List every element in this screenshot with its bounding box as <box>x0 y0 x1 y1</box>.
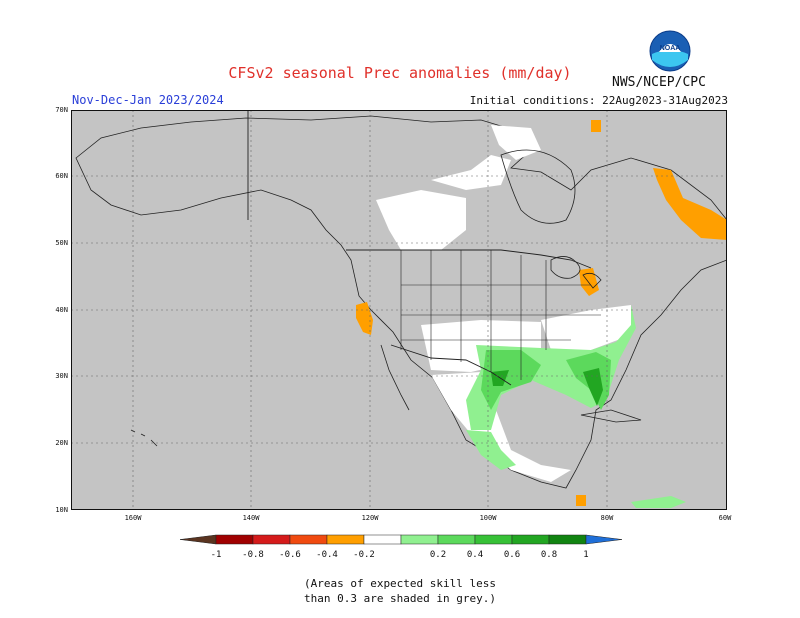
wet-region-mexico <box>466 430 516 470</box>
legend-swatch <box>400 534 439 545</box>
region-near-normal-mexico <box>431 372 571 482</box>
legend-tick-label: 0.6 <box>504 550 520 560</box>
lat-label-40n: 40N <box>55 306 68 314</box>
initial-conditions: Initial conditions: 22Aug2023-31Aug2023 <box>469 94 728 107</box>
legend-tick-label: -0.8 <box>242 550 264 560</box>
lon-label-160w: 160W <box>124 514 142 522</box>
legend-tick-label: 0.8 <box>541 550 557 560</box>
legend-tick-label: 0.2 <box>430 550 446 560</box>
lat-label-20n: 20N <box>55 439 68 447</box>
legend-arrow-low <box>179 534 217 545</box>
wet-region-florida-core <box>583 368 603 406</box>
dry-region-labrador <box>653 168 727 240</box>
great-lakes <box>550 256 602 289</box>
legend-arrow-high <box>585 534 623 545</box>
dry-region-panama <box>576 495 586 506</box>
lat-label-70n: 70N <box>55 106 68 114</box>
legend-swatch <box>363 534 402 545</box>
legend-tick-label: -1 <box>211 550 222 560</box>
legend-tick-label: 1 <box>583 550 588 560</box>
map-title: CFSv2 seasonal Prec anomalies (mm/day) <box>228 64 572 82</box>
legend-tick-label: 0.4 <box>467 550 483 560</box>
lat-label-50n: 50N <box>55 239 68 247</box>
lat-label-60n: 60N <box>55 172 68 180</box>
wet-region-texas-core <box>481 350 541 410</box>
dry-region-great-lakes <box>579 268 599 296</box>
legend-swatch <box>474 534 513 545</box>
lon-label-140w: 140W <box>242 514 260 522</box>
region-near-normal-north <box>376 190 466 250</box>
footnote-line-2: than 0.3 are shaded in grey.) <box>303 592 497 605</box>
color-scale-legend: -1 -0.8 -0.6 -0.4 -0.2 0.2 0.4 0.6 0.8 1 <box>179 534 623 560</box>
dry-region-hudson <box>591 120 601 132</box>
legend-swatch <box>289 534 328 545</box>
legend-tick-label: -0.2 <box>353 550 375 560</box>
agency-label: NWS/NCEP/CPC <box>612 75 706 90</box>
forecast-period: Nov-Dec-Jan 2023/2024 <box>72 93 224 107</box>
lon-label-60w: 60W <box>718 514 732 522</box>
region-near-normal-canada <box>431 155 511 190</box>
lon-label-100w: 100W <box>479 514 497 522</box>
graticule <box>71 110 727 510</box>
legend-swatch <box>511 534 550 545</box>
lon-label-80w: 80W <box>600 514 614 522</box>
cuba <box>580 409 642 423</box>
footnote-line-1: (Areas of expected skill less <box>303 577 497 590</box>
dry-region-california <box>356 302 373 335</box>
state-lines <box>400 250 601 380</box>
legend-swatch <box>548 534 587 545</box>
hudson-bay <box>500 149 576 224</box>
noaa-logo-icon: NOAA <box>649 30 691 72</box>
map-frame <box>71 110 727 510</box>
legend-swatch <box>215 534 254 545</box>
skill-footnote: (Areas of expected skill less than 0.3 a… <box>0 576 800 606</box>
legend-swatch <box>252 534 291 545</box>
region-near-normal-arctic <box>491 125 541 160</box>
region-near-normal-east <box>541 305 631 350</box>
lat-label-30n: 30N <box>55 372 68 380</box>
baja-california <box>380 344 410 411</box>
legend-tick-label: -0.4 <box>316 550 338 560</box>
lat-label-10n: 10N <box>55 506 68 514</box>
legend-tick-label: -0.6 <box>279 550 301 560</box>
legend-swatch <box>326 534 365 545</box>
wet-region-gulf-coast <box>466 305 636 430</box>
us-mexico-border <box>390 344 512 386</box>
legend-swatch <box>437 534 476 545</box>
precip-anomaly-map <box>71 110 727 510</box>
wet-region-caribbean <box>631 496 686 508</box>
us-canada-border <box>346 249 592 269</box>
lon-label-120w: 120W <box>361 514 379 522</box>
logo-lettering: NOAA <box>660 45 681 52</box>
